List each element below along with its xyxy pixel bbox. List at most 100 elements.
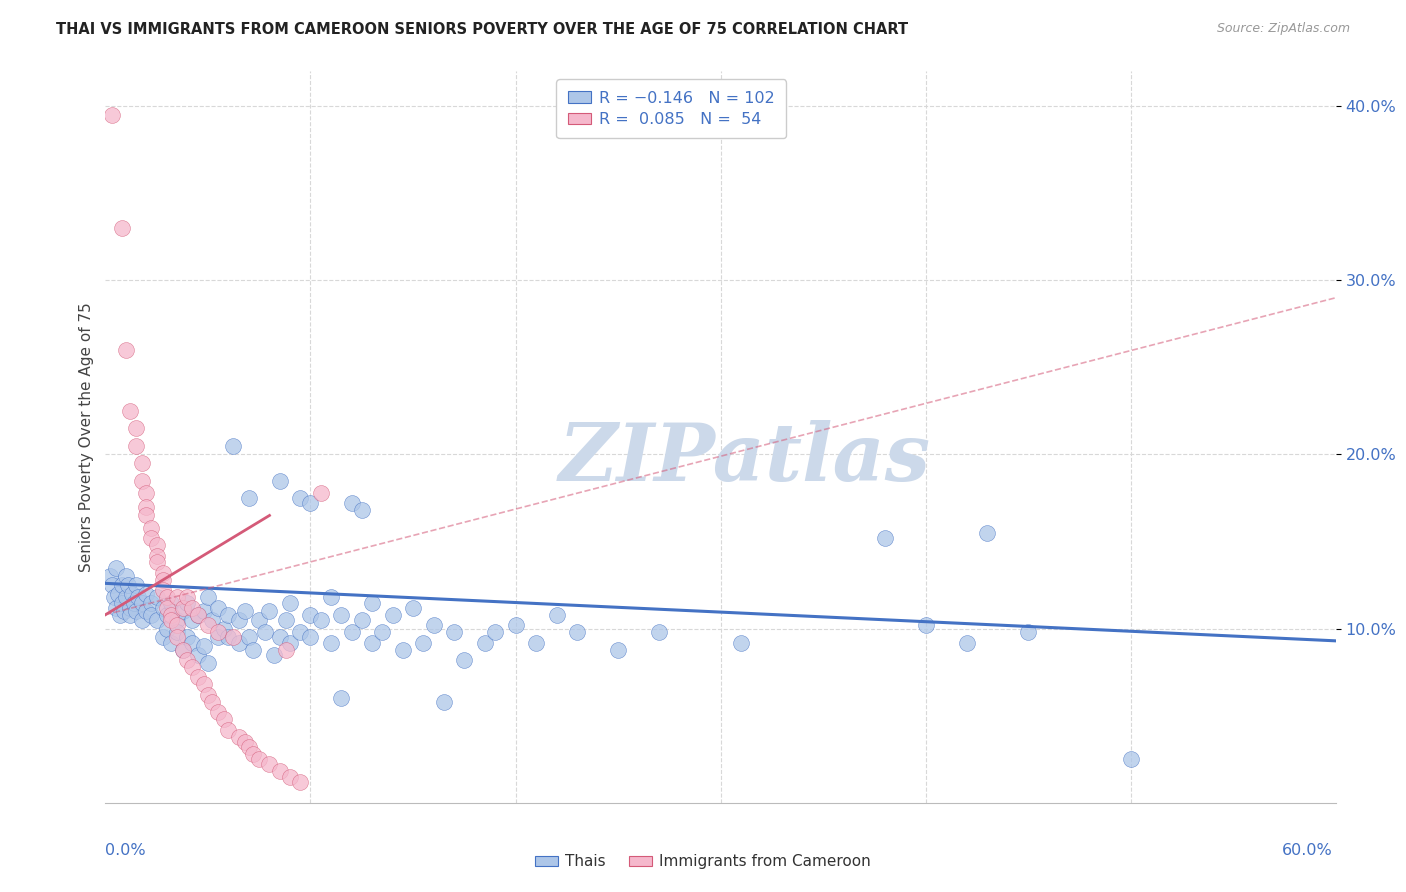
Point	[166, 631, 188, 645]
Point	[111, 595, 134, 609]
Point	[104, 600, 127, 615]
Point	[207, 600, 229, 615]
Point	[125, 578, 148, 592]
Point	[152, 600, 174, 615]
Point	[115, 591, 138, 605]
Text: 0.0%: 0.0%	[105, 843, 146, 858]
Point	[156, 591, 179, 605]
Point	[180, 635, 202, 649]
Point	[274, 642, 297, 657]
Y-axis label: Seniors Poverty Over the Age of 75: Seniors Poverty Over the Age of 75	[79, 302, 94, 572]
Point	[156, 607, 179, 622]
Point	[319, 635, 342, 649]
Point	[115, 569, 138, 583]
Point	[172, 604, 194, 618]
Point	[187, 648, 209, 662]
Point	[474, 635, 496, 649]
Point	[180, 613, 202, 627]
Point	[340, 625, 363, 640]
Point	[180, 660, 202, 674]
Point	[187, 607, 209, 622]
Point	[160, 595, 183, 609]
Point	[172, 600, 194, 615]
Point	[145, 591, 167, 605]
Point	[172, 642, 194, 657]
Point	[247, 613, 270, 627]
Point	[1017, 625, 1039, 640]
Point	[505, 618, 527, 632]
Point	[197, 591, 219, 605]
Point	[607, 642, 630, 657]
Point	[127, 591, 149, 605]
Point	[269, 631, 291, 645]
Point	[187, 670, 209, 684]
Point	[197, 688, 219, 702]
Point	[131, 613, 153, 627]
Point	[233, 735, 256, 749]
Point	[956, 635, 979, 649]
Point	[139, 607, 162, 622]
Point	[484, 625, 506, 640]
Point	[193, 677, 215, 691]
Point	[156, 600, 179, 615]
Text: Source: ZipAtlas.com: Source: ZipAtlas.com	[1216, 22, 1350, 36]
Point	[207, 631, 229, 645]
Point	[263, 648, 285, 662]
Point	[238, 740, 260, 755]
Point	[122, 595, 145, 609]
Point	[340, 496, 363, 510]
Point	[290, 775, 312, 789]
Point	[330, 607, 353, 622]
Point	[546, 607, 568, 622]
Point	[135, 587, 157, 601]
Point	[976, 525, 998, 540]
Point	[299, 607, 322, 622]
Point	[145, 549, 167, 563]
Point	[156, 622, 179, 636]
Point	[361, 635, 384, 649]
Point	[131, 474, 153, 488]
Point	[139, 531, 162, 545]
Point	[197, 657, 219, 671]
Point	[125, 439, 148, 453]
Point	[412, 635, 434, 649]
Point	[221, 631, 243, 645]
Point	[187, 607, 209, 622]
Point	[350, 613, 373, 627]
Point	[197, 618, 219, 632]
Point	[135, 604, 157, 618]
Text: THAI VS IMMIGRANTS FROM CAMEROON SENIORS POVERTY OVER THE AGE OF 75 CORRELATION : THAI VS IMMIGRANTS FROM CAMEROON SENIORS…	[56, 22, 908, 37]
Point	[238, 491, 260, 505]
Point	[135, 485, 157, 500]
Point	[443, 625, 465, 640]
Point	[290, 491, 312, 505]
Point	[299, 496, 322, 510]
Point	[278, 770, 301, 784]
Point	[152, 631, 174, 645]
Point	[381, 607, 404, 622]
Point	[120, 607, 141, 622]
Point	[108, 607, 131, 622]
Point	[565, 625, 588, 640]
Point	[1119, 752, 1142, 766]
Point	[350, 503, 373, 517]
Point	[131, 595, 153, 609]
Point	[524, 635, 547, 649]
Point	[166, 625, 188, 640]
Point	[361, 595, 384, 609]
Point	[299, 631, 322, 645]
Point	[218, 607, 240, 622]
Point	[193, 604, 215, 618]
Point	[117, 578, 139, 592]
Point	[139, 595, 162, 609]
Point	[100, 108, 122, 122]
Point	[218, 723, 240, 737]
Point	[193, 639, 215, 653]
Point	[103, 591, 125, 605]
Point	[422, 618, 444, 632]
Point	[100, 578, 122, 592]
Point	[319, 591, 342, 605]
Point	[453, 653, 475, 667]
Point	[152, 583, 174, 598]
Point	[166, 613, 188, 627]
